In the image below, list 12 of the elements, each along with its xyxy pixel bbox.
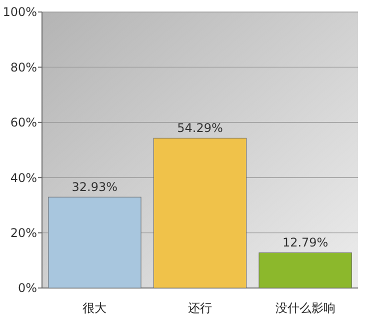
y-tick-label: 100% xyxy=(2,5,37,20)
data-label: 54.29% xyxy=(177,121,223,136)
x-tick-label: 很大 xyxy=(82,301,107,315)
x-tick-label: 还行 xyxy=(188,301,212,315)
data-label: 12.79% xyxy=(282,236,328,250)
y-tick-label: 40% xyxy=(10,170,37,185)
x-tick-label: 没什么影响 xyxy=(275,301,336,315)
y-tick-label: 80% xyxy=(10,60,37,74)
y-tick-label: 20% xyxy=(10,226,37,240)
y-tick-label: 0% xyxy=(18,281,37,296)
y-tick-label: 60% xyxy=(10,116,37,130)
data-label: 32.93% xyxy=(72,180,118,194)
